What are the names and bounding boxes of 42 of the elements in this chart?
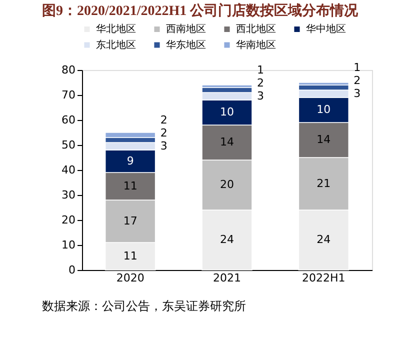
data-label: 20	[220, 178, 234, 191]
legend-label: 西南地区	[166, 23, 206, 36]
y-tick-label: 50	[62, 138, 76, 152]
legend-label: 华南地区	[236, 39, 276, 51]
data-label: 3	[257, 89, 264, 102]
y-tick-label: 10	[62, 238, 76, 252]
data-label: 1	[257, 63, 264, 76]
data-label: 11	[123, 179, 138, 192]
data-label: 11	[123, 249, 138, 262]
data-label: 14	[220, 136, 234, 148]
data-label: 17	[123, 214, 138, 228]
y-tick-label: 30	[62, 188, 76, 202]
data-label: 1	[354, 60, 361, 74]
x-tick-label: 2022H1	[302, 272, 346, 284]
y-tick-label: 40	[62, 164, 76, 176]
data-label: 2	[257, 76, 264, 90]
y-tick-label: 70	[62, 88, 76, 102]
source-note: 数据来源：公司公告，东吴证券研究所	[42, 299, 246, 313]
data-label: 2	[160, 126, 168, 140]
y-tick-label: 80	[62, 64, 76, 76]
data-label: 2	[160, 113, 168, 126]
data-label: 10	[220, 106, 234, 118]
y-tick-label: 60	[62, 114, 76, 126]
legend-label: 西北地区	[236, 23, 276, 36]
data-label: 3	[354, 86, 361, 100]
y-tick-label: 0	[68, 264, 76, 276]
data-label: 10	[316, 103, 331, 116]
data-label: 24	[316, 233, 331, 246]
legend-label: 东北地区	[96, 39, 136, 51]
data-label: 9	[126, 154, 134, 168]
data-label: 2	[354, 74, 361, 87]
legend-label: 华北地区	[96, 23, 136, 36]
chart-title: 图9：2020/2021/2022H1 公司门店数按区域分布情况	[42, 2, 360, 19]
x-tick-label: 2020	[116, 272, 144, 284]
data-label: 3	[160, 139, 168, 152]
data-label: 14	[316, 133, 331, 146]
x-tick-label: 2021	[213, 272, 241, 284]
legend-label: 华东地区	[166, 39, 206, 51]
data-label: 24	[220, 233, 234, 246]
data-label: 21	[316, 176, 331, 190]
legend-label: 华中地区	[306, 23, 346, 36]
y-tick-label: 20	[62, 214, 76, 226]
